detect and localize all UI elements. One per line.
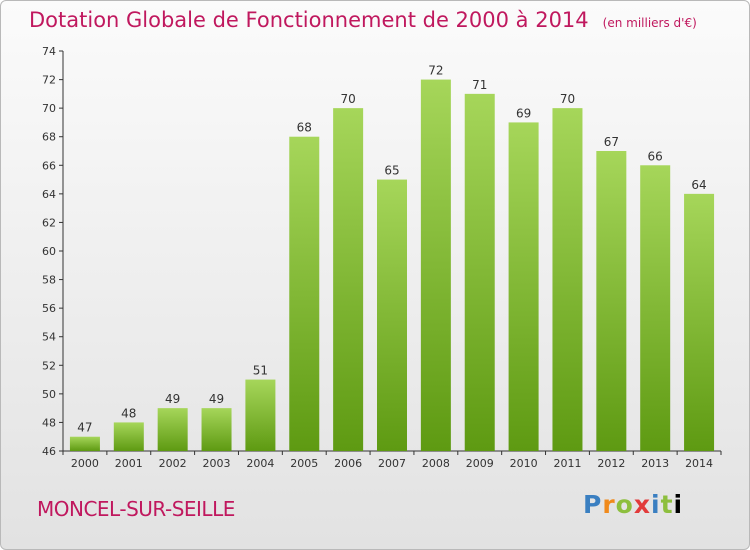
data-label: 70 [560,92,575,106]
bar-2011 [552,108,583,452]
bars [69,79,715,452]
x-tick-label: 2009 [466,457,494,470]
y-tick-label: 50 [42,388,56,401]
data-label: 66 [648,149,663,163]
y-tick-label: 72 [42,74,56,87]
data-label: 71 [472,78,487,92]
bar-2001 [113,422,144,451]
data-label: 64 [691,178,706,192]
bar-2002 [157,408,188,451]
x-tick-label: 2013 [641,457,669,470]
y-tick-label: 60 [42,245,56,258]
x-tick-label: 2003 [203,457,231,470]
y-tick-label: 64 [42,188,56,201]
data-label: 72 [428,64,443,78]
data-label: 49 [209,392,224,406]
brand-letter: x [633,490,651,519]
bar-2006 [333,108,364,452]
x-tick-label: 2002 [159,457,187,470]
bar-2010 [508,122,539,451]
bar-2000 [69,436,100,451]
bar-2013 [640,165,671,452]
bar-2009 [464,93,495,451]
y-tick-label: 68 [42,131,56,144]
data-labels: 47 48 49 49 51 68 70 65 72 71 69 70 67 66 64 [77,64,706,435]
x-tick-label: 2005 [290,457,318,470]
y-tick-label: 54 [42,331,56,344]
x-tick-label: 2012 [597,457,625,470]
y-tick-label: 74 [42,45,56,58]
chart-title: Dotation Globale de Fonctionnement de 20… [29,8,697,32]
x-tick-label: 2014 [685,457,713,470]
bar-2007 [377,179,407,452]
bar-2008 [420,79,451,452]
data-label: 51 [253,364,268,378]
bar-2004 [245,379,276,451]
y-tick-label: 48 [42,416,56,429]
x-tick-label: 2004 [246,457,274,470]
x-tick-label: 2010 [510,457,538,470]
brand-letter: o [615,490,634,519]
x-tick-label: 2000 [71,457,99,470]
x-tick-label: 2001 [115,457,143,470]
brand-letter: P [583,490,603,519]
data-label: 67 [604,135,619,149]
y-tick-label: 66 [42,159,56,172]
data-label: 65 [384,164,399,178]
place-name: MONCEL-SUR-SEILLE [37,497,235,521]
axes: 46 48 50 52 54 56 58 60 62 64 66 68 70 72 74 2000 2001 20… [42,45,722,470]
brand-letter: i [673,490,684,519]
brand-letter: t [660,490,674,519]
unit-note: (en milliers d'€) [602,16,697,30]
data-label: 69 [516,106,531,120]
x-tick-label: 2011 [553,457,581,470]
data-label: 68 [297,121,312,135]
bar-2003 [201,408,232,451]
brand-letter: r [602,490,616,519]
bar-2012 [596,151,627,451]
data-label: 48 [121,406,136,420]
x-tick-label: 2006 [334,457,362,470]
y-tick-label: 62 [42,216,56,229]
bar-2014 [684,193,715,451]
brand-logo: Proxiti [583,490,683,519]
bar-2005 [289,136,320,451]
y-tick-label: 52 [42,359,56,372]
x-tick-label: 2007 [378,457,406,470]
x-tick-label: 2008 [422,457,450,470]
y-tick-label: 70 [42,102,56,115]
brand-letter: i [651,490,661,519]
y-tick-label: 56 [42,302,56,315]
title-text: Dotation Globale de Fonctionnement de 20… [29,8,589,32]
data-label: 49 [165,392,180,406]
data-label: 47 [77,421,92,435]
y-tick-label: 58 [42,274,56,287]
y-tick-label: 46 [42,445,56,458]
data-label: 70 [340,92,355,106]
